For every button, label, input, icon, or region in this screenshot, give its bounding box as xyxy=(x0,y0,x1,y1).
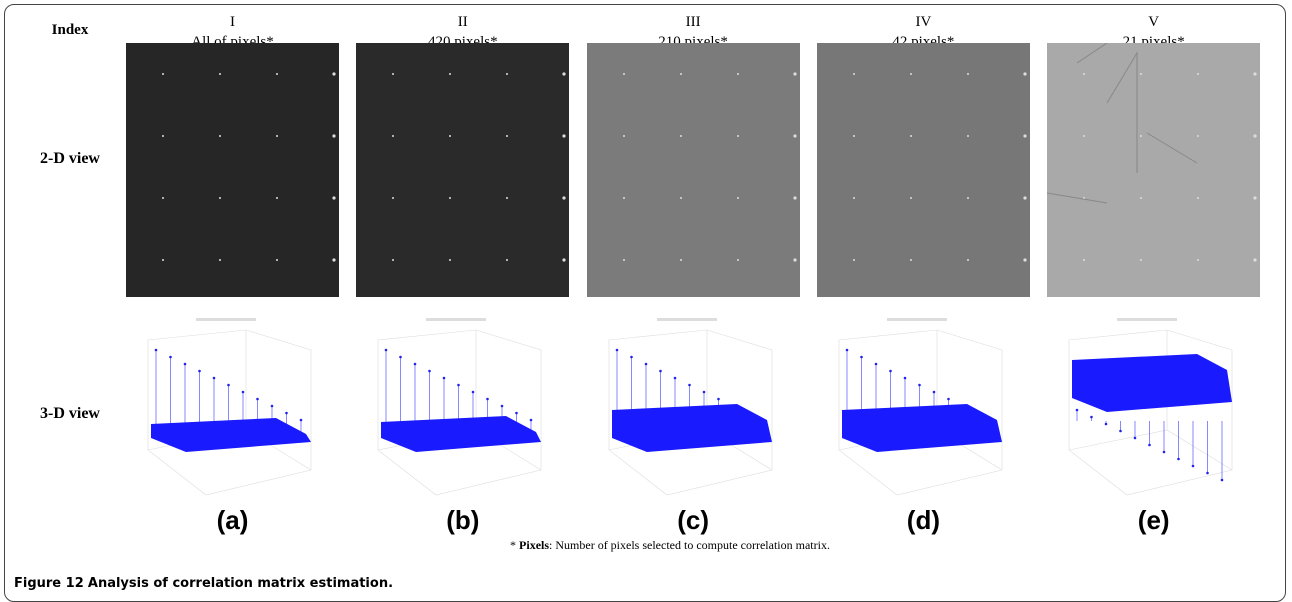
image-2d xyxy=(816,43,1030,297)
column-numeral: III xyxy=(685,14,701,30)
caption-text: Analysis of correlation matrix estimatio… xyxy=(87,576,394,591)
plot-3d xyxy=(1068,318,1233,496)
panel-label: (d) xyxy=(906,505,940,535)
image-2d xyxy=(126,43,339,297)
column-numeral: IV xyxy=(915,14,932,30)
plot-3d xyxy=(147,318,312,496)
footnote-bold: Pixels xyxy=(519,538,550,552)
panel-label: (a) xyxy=(216,505,249,535)
column-numeral: I xyxy=(230,14,235,30)
image-2d xyxy=(1047,43,1261,297)
plot-3d xyxy=(377,318,542,496)
index-label: Index xyxy=(51,22,89,38)
image-2d xyxy=(356,43,570,297)
plot-3d xyxy=(608,318,772,496)
panel-label: (b) xyxy=(446,505,480,535)
plot-3d xyxy=(838,318,1003,496)
footnote-prefix: * xyxy=(510,538,520,552)
caption: Figure 12 Analysis of correlation matrix… xyxy=(14,576,393,591)
panel-label: (c) xyxy=(677,505,709,535)
caption-label: Figure 12 xyxy=(14,576,84,591)
row-label: 2-D view xyxy=(40,150,100,167)
footnote: * Pixels: Number of pixels selected to c… xyxy=(420,538,920,553)
image-2d xyxy=(586,43,800,297)
column-numeral: II xyxy=(457,14,468,30)
column-numeral: V xyxy=(1148,14,1160,30)
panel-label: (e) xyxy=(1137,505,1170,535)
footnote-text: : Number of pixels selected to compute c… xyxy=(549,538,830,552)
row-label: 3-D view xyxy=(40,405,100,422)
